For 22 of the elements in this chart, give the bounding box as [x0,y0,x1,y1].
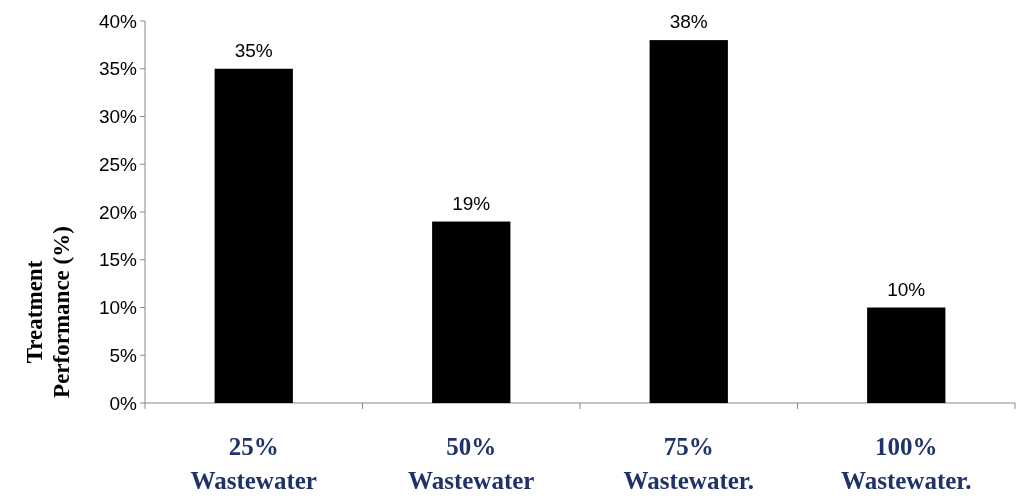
x-tick-label: 50% Wastewater [408,433,535,494]
data-label: 19% [452,192,491,214]
x-tick-label: 100% Wastewater. [841,433,972,494]
x-tick-label: 75% Wastewater. [623,433,754,494]
y-tick-label: 20% [98,201,138,223]
bar [432,221,511,403]
y-tick-label: 5% [109,344,138,366]
x-tick-label: 25% Wastewater [190,433,317,494]
bar [649,40,728,403]
y-tick-label: 15% [98,249,138,271]
y-tick-label: 25% [98,153,138,175]
y-tick-label: 0% [109,392,138,414]
bar [214,68,293,403]
y-tick-label: 30% [98,106,138,128]
y-tick-label: 35% [98,58,138,80]
data-label: 38% [669,11,708,33]
y-tick-label: 10% [98,297,138,319]
y-tick-label: 40% [98,10,138,32]
bar [867,307,946,403]
data-label: 35% [234,39,273,61]
data-label: 10% [887,278,926,300]
y-axis-title: Treatment Performance (%) [22,226,74,398]
